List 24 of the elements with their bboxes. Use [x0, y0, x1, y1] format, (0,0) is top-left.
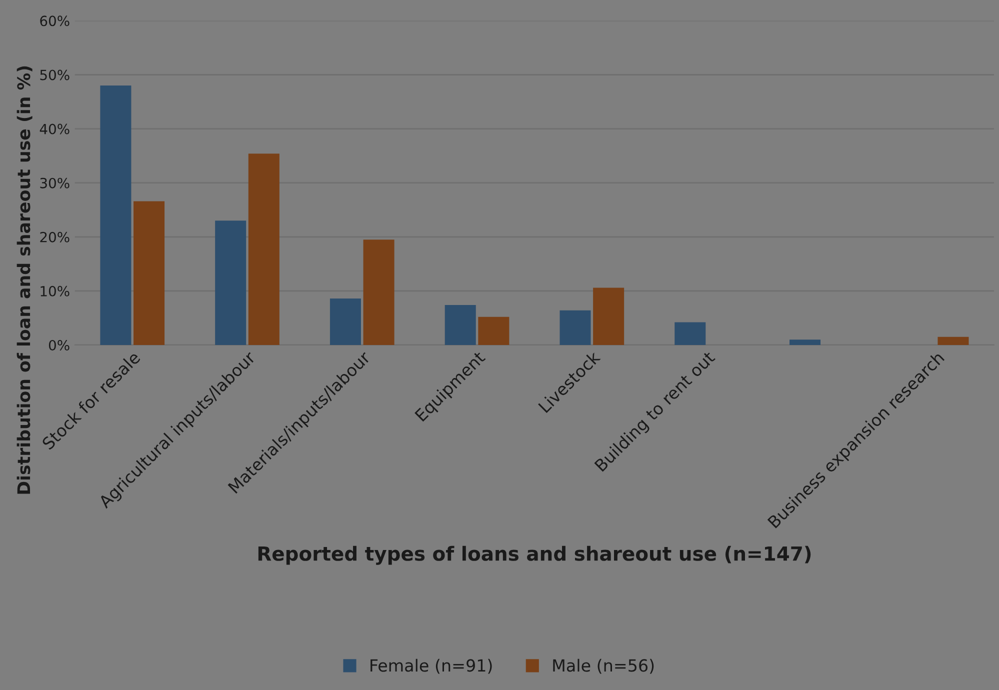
bar	[100, 86, 132, 345]
bar	[248, 154, 280, 345]
legend-label: Male (n=56)	[553, 658, 654, 674]
y-tick-label: 40%	[40, 124, 70, 134]
bar	[478, 316, 510, 345]
bar	[215, 220, 246, 345]
bar	[134, 201, 165, 345]
legend-label: Female (n=91)	[370, 658, 492, 674]
bar	[674, 322, 706, 345]
bar	[938, 336, 969, 345]
y-tick-label: 30%	[40, 178, 70, 188]
bar	[444, 305, 476, 345]
y-tick-label: 20%	[40, 232, 70, 242]
y-axis-title: Distribution of loan and shareout use (in %)	[16, 66, 32, 494]
x-axis-title: Reported types of loans and shareout use (n=147)	[258, 546, 811, 565]
bar	[363, 240, 394, 345]
y-tick-label: 0%	[48, 340, 70, 350]
y-tick-label: 10%	[40, 286, 70, 296]
y-tick-label: 60%	[40, 16, 70, 26]
bar	[790, 340, 821, 345]
bar	[560, 310, 591, 345]
y-tick-label: 50%	[40, 70, 70, 80]
bar	[330, 298, 361, 345]
bar	[593, 288, 624, 345]
